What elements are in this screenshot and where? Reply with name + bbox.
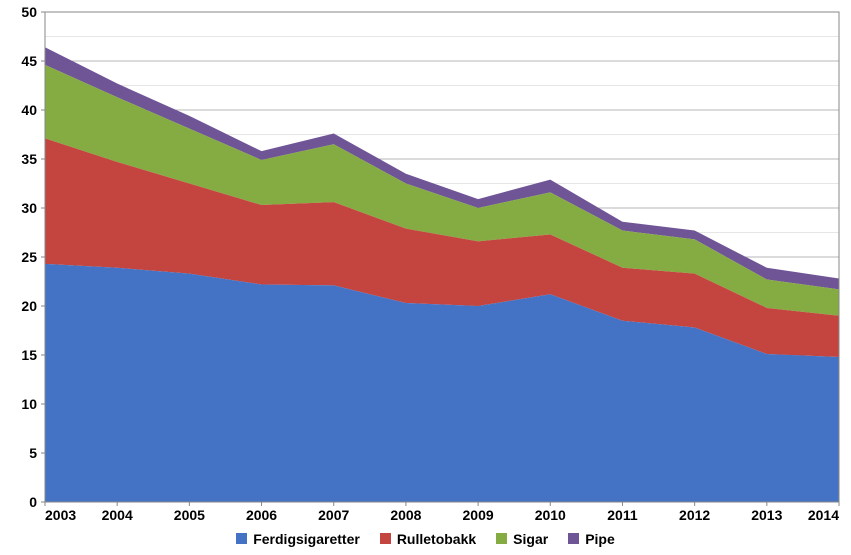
x-tick-label: 2003: [45, 507, 76, 523]
chart-svg: 0 5 10 15 20 25 30 35 40 45 50 2003 2004 2005 2006 2007…: [0, 0, 851, 555]
x-tick-label: 2012: [679, 507, 710, 523]
y-tick-label: 40: [21, 102, 37, 118]
legend-swatch: [380, 533, 391, 544]
y-tick-label: 15: [21, 347, 37, 363]
x-tick-label: 2006: [246, 507, 277, 523]
legend-swatch: [496, 533, 507, 544]
x-tick-label: 2014: [808, 507, 839, 523]
legend-item: Sigar: [496, 531, 548, 547]
legend-label: Rulletobakk: [397, 531, 476, 547]
x-tick-label: 2011: [607, 507, 638, 523]
legend-swatch: [236, 533, 247, 544]
x-tick-label: 2009: [463, 507, 494, 523]
y-tick-label: 50: [21, 4, 37, 20]
y-tick-label: 30: [21, 200, 37, 216]
x-tick-label: 2005: [174, 507, 205, 523]
legend-swatch: [568, 533, 579, 544]
y-tick-label: 35: [21, 151, 37, 167]
y-tick-label: 0: [29, 494, 37, 510]
stacked-area-chart: 0 5 10 15 20 25 30 35 40 45 50 2003 2004 2005 2006 2007…: [0, 0, 851, 555]
legend-item: Ferdigsigaretter: [236, 531, 360, 547]
legend: Ferdigsigaretter Rulletobakk Sigar Pipe: [0, 531, 851, 550]
y-tick-label: 20: [21, 298, 37, 314]
y-tick-label: 10: [21, 396, 37, 412]
legend-item: Pipe: [568, 531, 615, 547]
x-tick-label: 2013: [751, 507, 782, 523]
legend-label: Pipe: [585, 531, 615, 547]
legend-item: Rulletobakk: [380, 531, 476, 547]
x-tick-label: 2008: [390, 507, 421, 523]
y-tick-label: 25: [21, 249, 37, 265]
x-tick-label: 2010: [535, 507, 566, 523]
legend-label: Sigar: [513, 531, 548, 547]
y-tick-label: 45: [21, 53, 37, 69]
x-tick-label: 2004: [102, 507, 133, 523]
x-tick-label: 2007: [318, 507, 349, 523]
y-tick-label: 5: [29, 445, 37, 461]
legend-label: Ferdigsigaretter: [253, 531, 360, 547]
